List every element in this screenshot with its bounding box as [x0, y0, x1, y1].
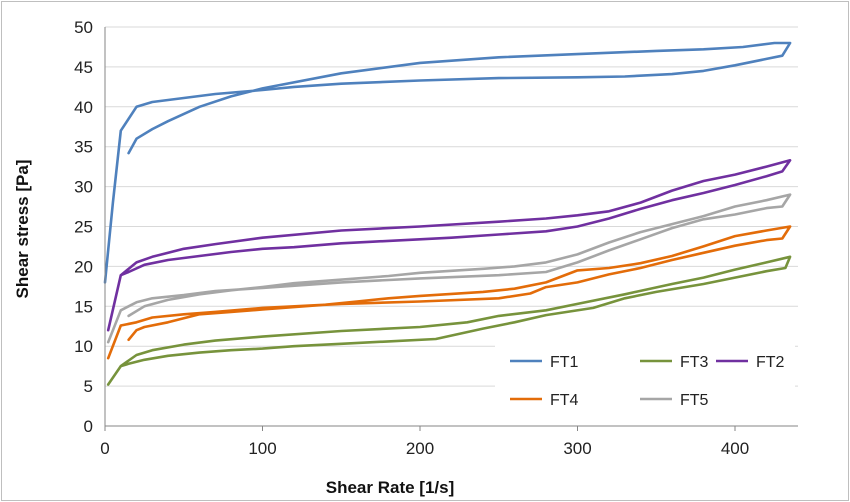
- legend-label-ft3: FT3: [680, 354, 709, 371]
- y-tick-label: 25: [74, 218, 93, 237]
- y-tick-label: 20: [74, 257, 93, 276]
- legend-label-ft4: FT4: [550, 392, 579, 409]
- series-line-ft1: [103, 41, 792, 284]
- legend-label-ft5: FT5: [680, 392, 709, 409]
- y-tick-label: 30: [74, 178, 93, 197]
- legend-label-ft2: FT2: [756, 354, 785, 371]
- y-tick-label: 40: [74, 98, 93, 117]
- series-line-ft3: [106, 255, 792, 386]
- y-tick-label: 35: [74, 138, 93, 157]
- y-tick-label: 10: [74, 337, 93, 356]
- x-tick-label: 200: [406, 439, 434, 458]
- legend: FT1 FT3 FT2 FT4 FT5: [495, 338, 795, 420]
- series-line-ft2: [106, 159, 792, 332]
- series-line-ft5: [106, 193, 792, 344]
- y-tick-label: 45: [74, 58, 93, 77]
- x-tick-label: 100: [248, 439, 276, 458]
- y-tick-label: 5: [84, 377, 93, 396]
- y-axis-title: Shear stress [Pa]: [13, 160, 32, 299]
- y-tick-label: 50: [74, 18, 93, 37]
- legend-label-ft1: FT1: [550, 354, 579, 371]
- y-tick-label: 15: [74, 297, 93, 316]
- legend-box: [495, 338, 795, 420]
- series-layer: [103, 41, 792, 386]
- x-tick-label: 300: [563, 439, 591, 458]
- x-tick-label: 0: [100, 439, 109, 458]
- x-tick-label: 400: [721, 439, 749, 458]
- x-axis-title: Shear Rate [1/s]: [326, 478, 455, 497]
- series-line-ft4: [106, 225, 792, 360]
- y-tick-label: 0: [84, 417, 93, 436]
- axis-layer: 0 5 10 15 20 25 30 35 40 45 50 0 100 200 300 400: [74, 18, 798, 458]
- grid-layer: [105, 26, 798, 387]
